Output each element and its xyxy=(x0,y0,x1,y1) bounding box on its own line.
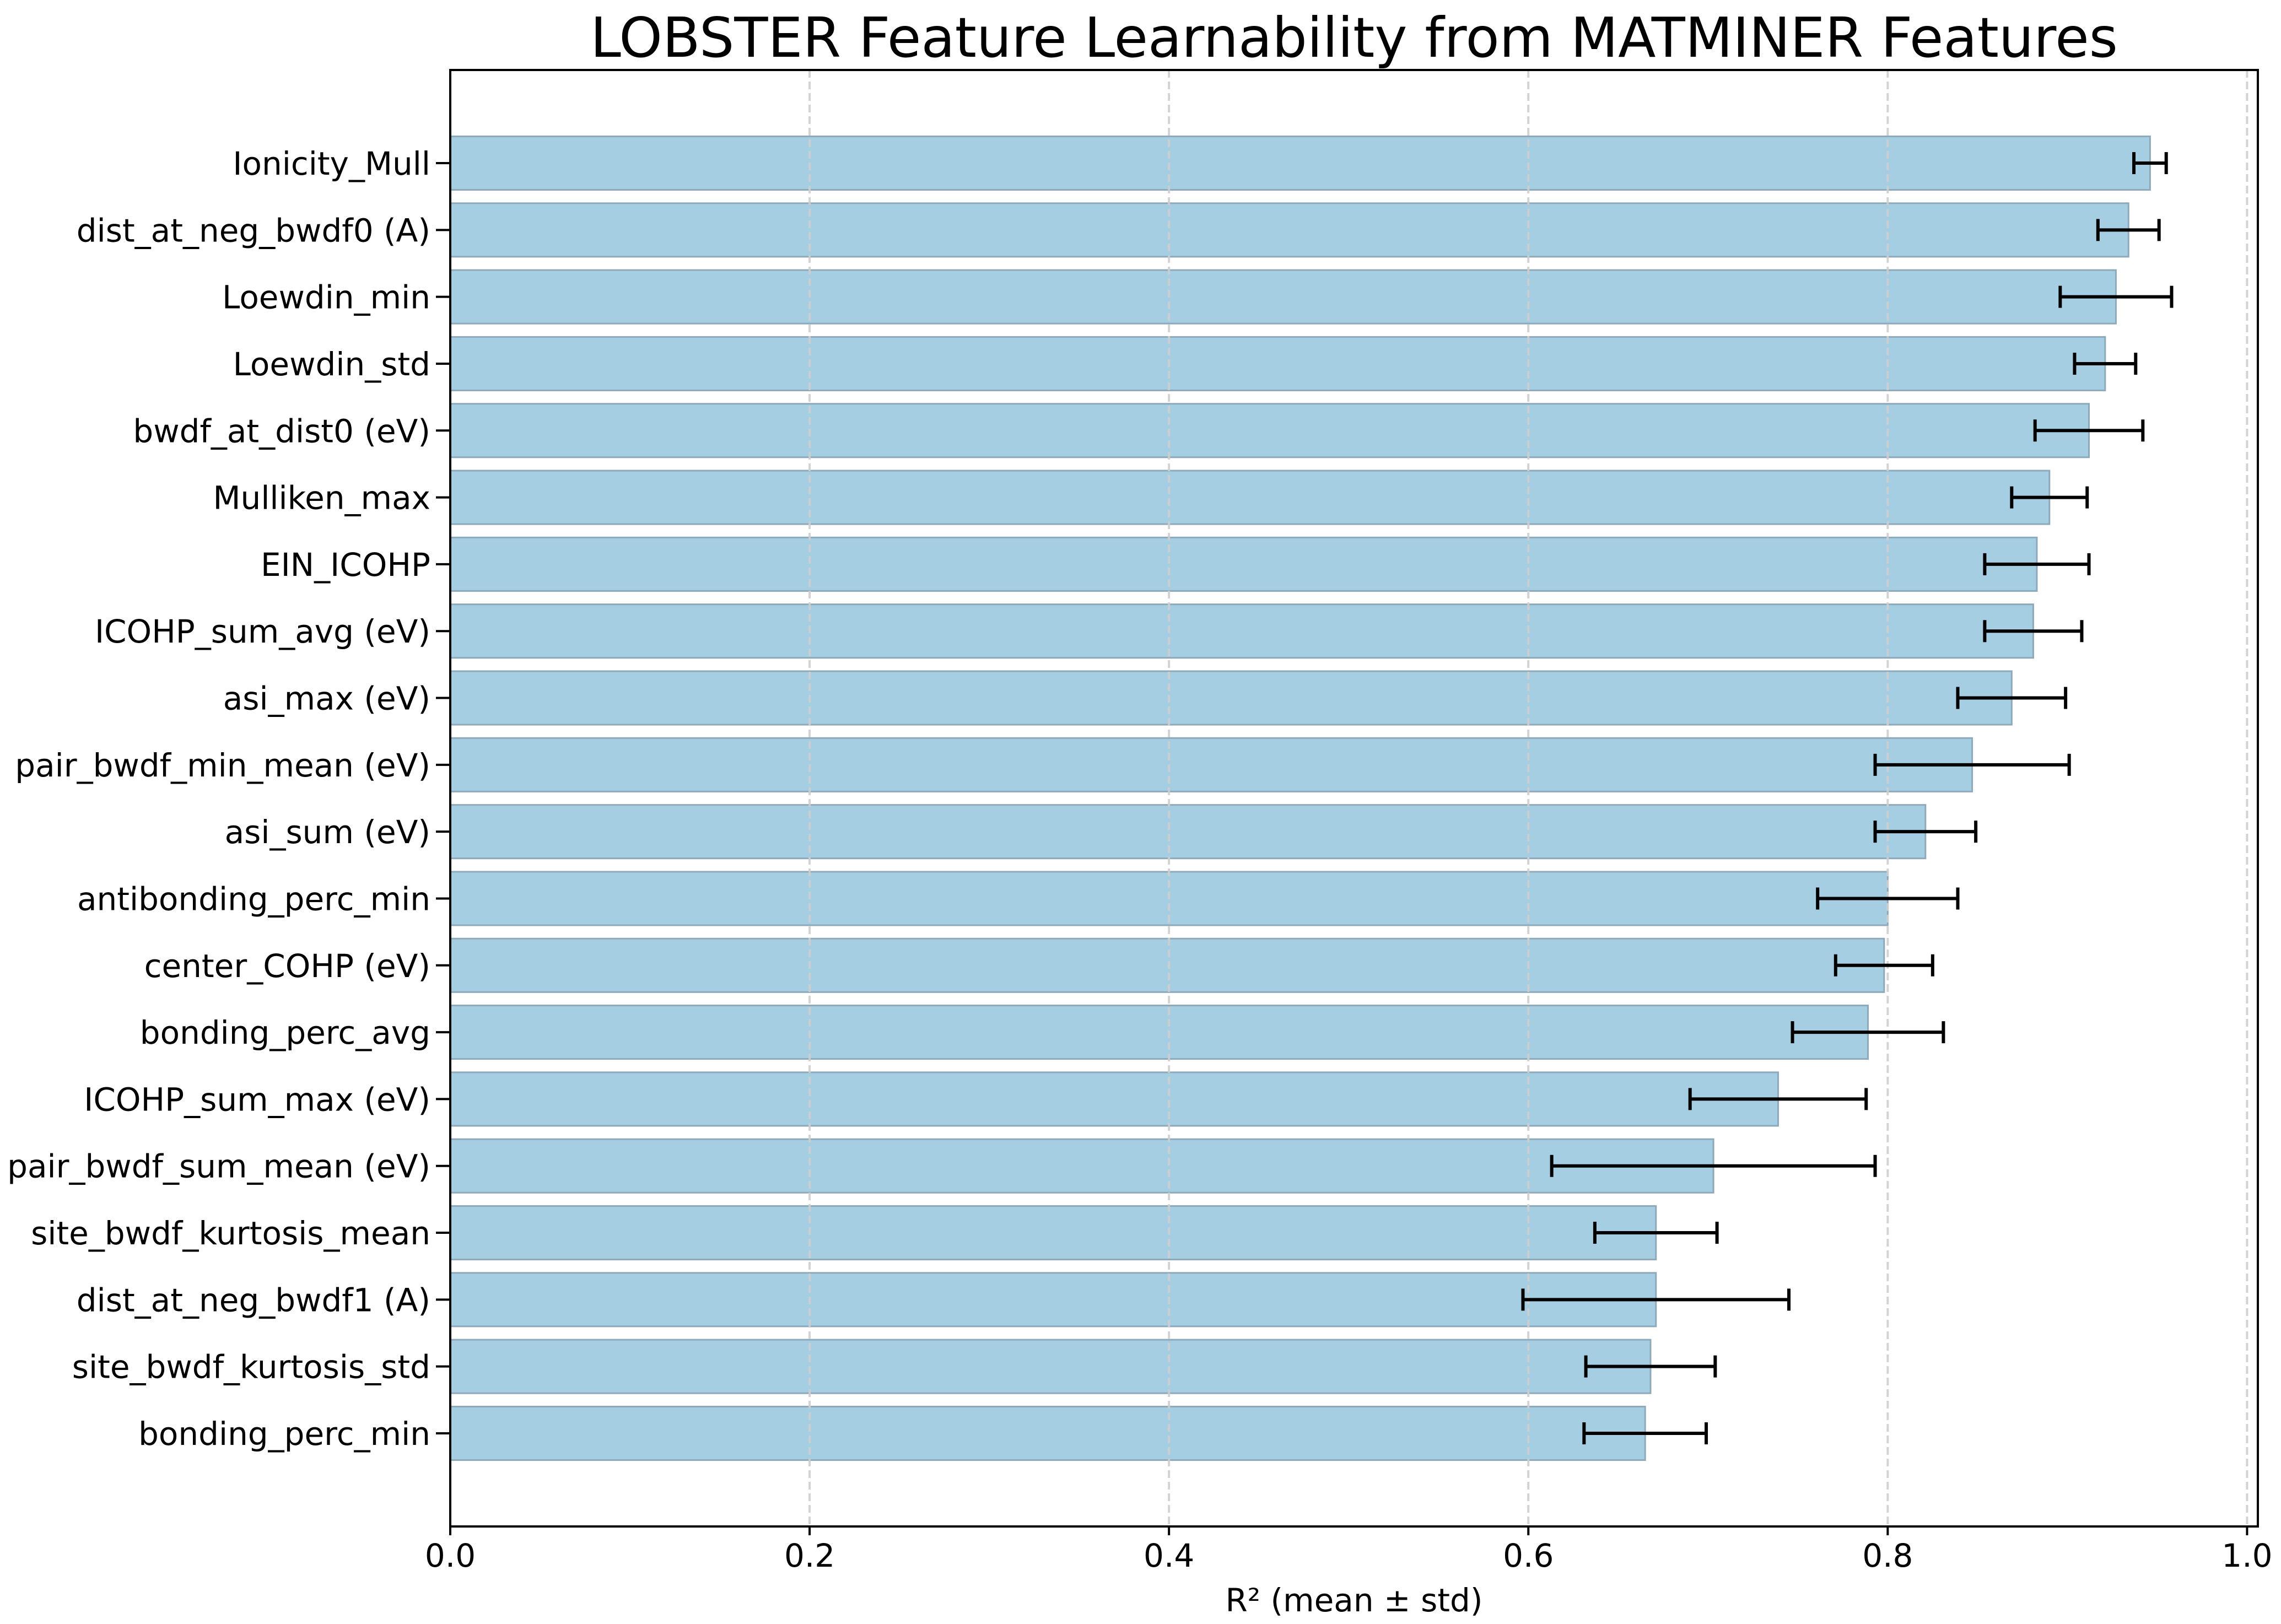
bar xyxy=(449,1005,1869,1060)
bar xyxy=(449,804,1927,860)
bar xyxy=(449,1205,1657,1261)
chart-title: LOBSTER Feature Learnability from MATMIN… xyxy=(590,6,2118,70)
y-tick-label: Loewdin_min xyxy=(222,279,430,316)
y-tick-label: ICOHP_sum_max (eV) xyxy=(84,1081,430,1118)
bars-group xyxy=(449,135,2151,1461)
x-tick-label: 1.0 xyxy=(2221,1537,2272,1574)
axes-frame xyxy=(449,69,2259,1528)
y-tick-label: Ionicity_Mull xyxy=(233,145,430,182)
x-tick-label: 0.2 xyxy=(784,1537,835,1574)
y-tick-label: site_bwdf_kurtosis_mean xyxy=(31,1215,430,1252)
y-tick-label: EIN_ICOHP xyxy=(261,546,430,584)
bar xyxy=(449,937,1885,993)
y-tick-label: pair_bwdf_min_mean (eV) xyxy=(15,747,430,784)
bar xyxy=(449,135,2151,191)
y-tick-label: antibonding_perc_min xyxy=(77,880,430,918)
y-tick-label: asi_max (eV) xyxy=(223,680,430,717)
bar xyxy=(449,202,2129,258)
x-tick-label: 0.0 xyxy=(425,1537,476,1574)
y-axis: Ionicity_Mull dist_at_neg_bwdf0 (A) Loewdi… xyxy=(7,145,450,1453)
bar xyxy=(449,1405,1646,1461)
bar xyxy=(449,1272,1657,1328)
y-tick-label: pair_bwdf_sum_mean (eV) xyxy=(7,1148,430,1185)
bar xyxy=(449,269,2117,325)
bar xyxy=(449,403,2090,458)
y-tick-label: site_bwdf_kurtosis_std xyxy=(72,1348,430,1386)
y-tick-label: dist_at_neg_bwdf1 (A) xyxy=(77,1281,430,1319)
y-tick-label: center_COHP (eV) xyxy=(144,947,430,985)
y-tick-label: asi_sum (eV) xyxy=(225,813,430,851)
y-tick-label: bwdf_at_dist0 (eV) xyxy=(133,412,430,450)
bar xyxy=(449,1138,1714,1194)
y-tick-label: bonding_perc_min xyxy=(138,1415,430,1453)
bar xyxy=(449,603,2034,659)
x-tick-label: 0.8 xyxy=(1862,1537,1913,1574)
error-bars-group xyxy=(1521,152,2174,1444)
y-tick-label: Mulliken_max xyxy=(213,479,430,517)
bar xyxy=(449,1071,1779,1127)
y-tick-label: dist_at_neg_bwdf0 (A) xyxy=(77,212,430,249)
plot-area xyxy=(449,69,2259,1528)
x-tick-label: 0.6 xyxy=(1503,1537,1554,1574)
bar xyxy=(449,536,2038,592)
bar xyxy=(449,1339,1652,1394)
y-tick-label: Loewdin_std xyxy=(233,346,430,383)
bar xyxy=(449,470,2051,525)
y-tick-label: ICOHP_sum_avg (eV) xyxy=(95,613,430,650)
bar xyxy=(449,670,2013,726)
x-tick-label: 0.4 xyxy=(1144,1537,1194,1574)
x-axis: 0.0 0.2 0.4 0.6 0.8 1.0 xyxy=(425,1526,2273,1574)
x-axis-label: R² (mean ± std) xyxy=(1226,1582,1483,1619)
bar xyxy=(449,737,1973,792)
y-tick-label: bonding_perc_avg xyxy=(140,1014,430,1051)
bar xyxy=(449,336,2106,391)
